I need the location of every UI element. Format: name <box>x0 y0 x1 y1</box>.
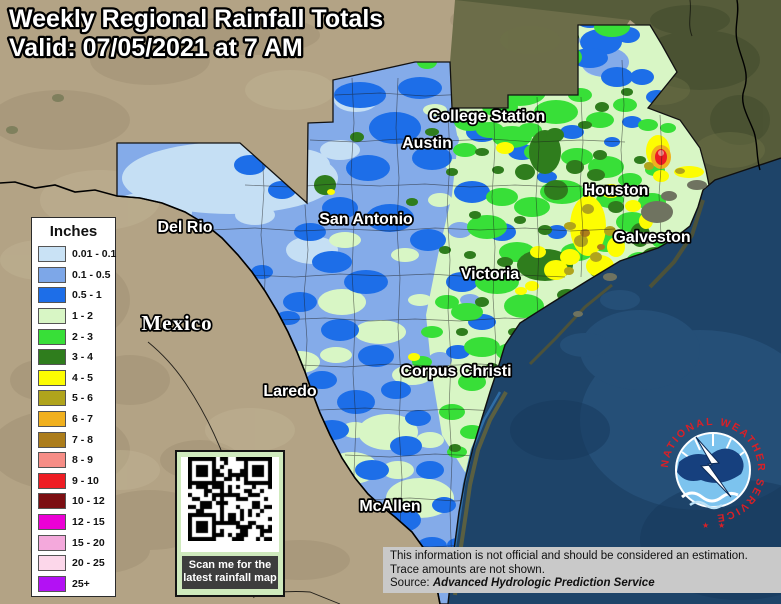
legend-range-label: 12 - 15 <box>72 516 105 529</box>
legend-color-swatch <box>38 308 66 325</box>
city-label-victoria: Victoria <box>461 266 520 283</box>
city-label-houston: Houston <box>584 182 649 199</box>
legend-color-swatch <box>38 411 66 428</box>
disclaimer-box: This information is not official and sho… <box>383 547 781 593</box>
legend-color-swatch <box>38 555 66 572</box>
qr-caption-line1: Scan me for the <box>188 559 272 571</box>
county-lines <box>209 59 663 584</box>
east-river <box>735 0 761 171</box>
legend-row: 2 - 3 <box>32 326 115 347</box>
legend-color-swatch <box>38 514 66 531</box>
legend-color-swatch <box>38 452 66 469</box>
legend-range-label: 25+ <box>72 577 90 590</box>
legend-color-swatch <box>38 246 66 263</box>
legend-panel: Inches 0.01 - 0.1 0.1 - 0.5 0.5 - 1 1 - … <box>31 217 116 597</box>
legend-range-label: 1 - 2 <box>72 310 94 323</box>
city-label-mcallen: McAllen <box>359 498 420 515</box>
legend-range-label: 0.1 - 0.5 <box>72 268 111 281</box>
map-title-line2: Valid: 07/05/2021 at 7 AM <box>9 34 303 62</box>
legend-color-swatch <box>38 287 66 304</box>
legend-color-swatch <box>38 472 66 489</box>
legend-row: 0.5 - 1 <box>32 285 115 306</box>
city-label-corpus-christi: Corpus Christi <box>400 363 511 380</box>
legend-color-swatch <box>38 431 66 448</box>
legend-range-label: 0.5 - 1 <box>72 289 102 302</box>
rio-grande-river <box>0 181 441 604</box>
city-label-laredo: Laredo <box>263 383 317 400</box>
disclaimer-source-name: Advanced Hydrologic Prediction Service <box>432 577 655 589</box>
legend-row: 15 - 20 <box>32 532 115 553</box>
legend-range-label: 5 - 6 <box>72 392 94 405</box>
coastline <box>447 157 781 604</box>
legend-items: 0.01 - 0.1 0.1 - 0.5 0.5 - 1 1 - 2 2 - 3… <box>32 244 117 595</box>
city-label-del-rio: Del Rio <box>157 219 212 236</box>
legend-row: 20 - 25 <box>32 553 115 574</box>
disclaimer-source: Source: Advanced Hydrologic Prediction S… <box>390 577 655 589</box>
legend-color-swatch <box>38 369 66 386</box>
legend-row: 5 - 6 <box>32 388 115 409</box>
qr-frame <box>181 457 279 552</box>
disclaimer-line2: Trace amounts are not shown. <box>390 563 545 576</box>
city-labels: College Station Austin San Antonio Houst… <box>140 106 693 516</box>
legend-range-label: 20 - 25 <box>72 557 105 570</box>
legend-range-label: 8 - 9 <box>72 454 94 467</box>
logo-star-right: ★ <box>718 521 725 530</box>
legend-range-label: 4 - 5 <box>72 371 94 384</box>
legend-row: 4 - 5 <box>32 368 115 389</box>
legend-range-label: 0.01 - 0.1 <box>72 248 117 261</box>
legend-row: 6 - 7 <box>32 409 115 430</box>
legend-color-swatch <box>38 266 66 283</box>
legend-row: 7 - 8 <box>32 429 115 450</box>
qr-panel: Scan me for the latest rainfall map <box>175 450 285 597</box>
legend-color-swatch <box>38 349 66 366</box>
legend-row: 25+ <box>32 574 115 595</box>
city-label-galveston: Galveston <box>613 229 690 246</box>
legend-heading: Inches <box>49 223 98 240</box>
map-title-line1: Weekly Regional Rainfall Totals <box>9 5 383 33</box>
logo-star-left: ★ <box>702 521 709 530</box>
legend-range-label: 15 - 20 <box>72 536 105 549</box>
legend-color-swatch <box>38 390 66 407</box>
country-label-mexico: Mexico <box>141 311 212 335</box>
legend-row: 8 - 9 <box>32 450 115 471</box>
legend-range-label: 6 - 7 <box>72 413 94 426</box>
legend-row: 9 - 10 <box>32 471 115 492</box>
qr-code <box>188 457 272 541</box>
legend-color-swatch <box>38 575 66 592</box>
legend-range-label: 3 - 4 <box>72 351 94 364</box>
legend-row: 12 - 15 <box>32 512 115 533</box>
legend-row: 0.01 - 0.1 <box>32 244 117 265</box>
disclaimer-line1: This information is not official and sho… <box>390 550 748 562</box>
legend-color-swatch <box>38 328 66 345</box>
legend-range-label: 7 - 8 <box>72 433 94 446</box>
legend-color-swatch <box>38 534 66 551</box>
city-label-austin: Austin <box>402 135 452 152</box>
legend-range-label: 2 - 3 <box>72 330 94 343</box>
legend-range-label: 10 - 12 <box>72 495 105 508</box>
qr-caption: Scan me for the latest rainfall map <box>182 556 278 589</box>
qr-caption-line2: latest rainfall map <box>183 572 277 584</box>
legend-range-label: 9 - 10 <box>72 474 99 487</box>
city-label-san-antonio: San Antonio <box>319 211 413 228</box>
legend-row: 0.1 - 0.5 <box>32 265 115 286</box>
city-label-college-station: College Station <box>429 108 545 125</box>
map-title-block: Weekly Regional Rainfall Totals Valid: 0… <box>7 3 386 65</box>
legend-row: 3 - 4 <box>32 347 115 368</box>
legend-color-swatch <box>38 493 66 510</box>
legend-row: 1 - 2 <box>32 306 115 327</box>
legend-row: 10 - 12 <box>32 491 115 512</box>
